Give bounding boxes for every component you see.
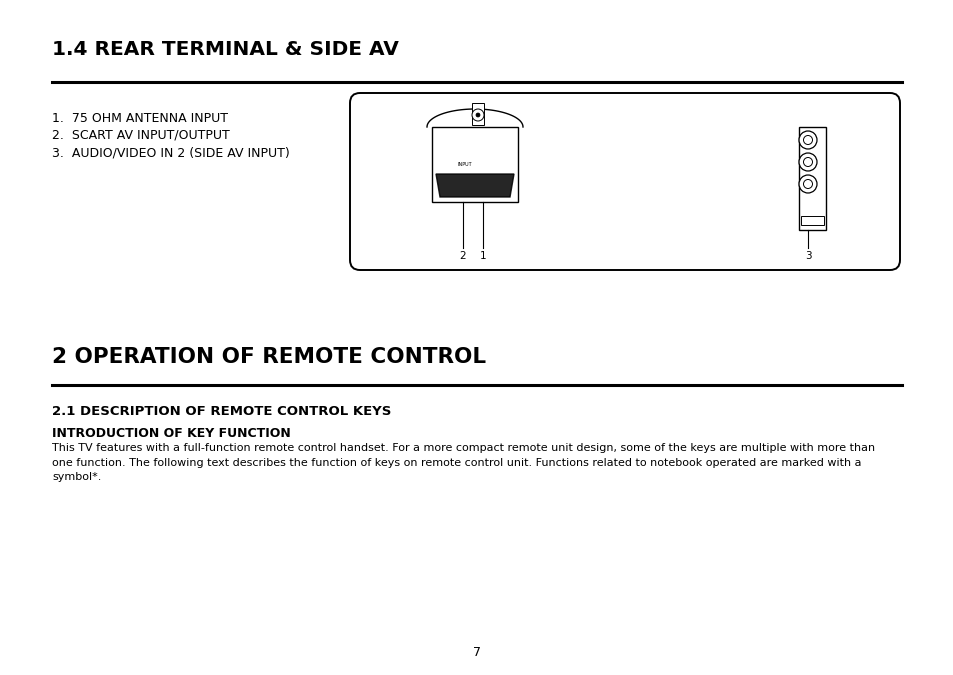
Text: INTRODUCTION OF KEY FUNCTION: INTRODUCTION OF KEY FUNCTION [52,427,291,440]
Bar [472,103,483,125]
Circle shape [799,131,816,149]
Text: one function. The following text describes the function of keys on remote contro: one function. The following text describ… [52,458,861,468]
FancyBboxPatch shape [350,93,899,270]
Circle shape [799,175,816,193]
Text: INPUT: INPUT [457,162,472,167]
Text: 1.  75 OHM ANTENNA INPUT: 1. 75 OHM ANTENNA INPUT [52,112,228,125]
Polygon shape [436,174,514,197]
Text: This TV features with a full-function remote control handset. For a more compact: This TV features with a full-function re… [52,443,874,453]
Text: 2 OPERATION OF REMOTE CONTROL: 2 OPERATION OF REMOTE CONTROL [52,347,486,367]
Bar [432,127,517,202]
Bar [799,127,825,230]
Text: 2: 2 [459,251,466,261]
Text: 1.4 REAR TERMINAL & SIDE AV: 1.4 REAR TERMINAL & SIDE AV [52,40,398,59]
Circle shape [799,153,816,171]
Circle shape [802,157,812,167]
Text: 2.  SCART AV INPUT/OUTPUT: 2. SCART AV INPUT/OUTPUT [52,129,230,142]
Text: 3.  AUDIO/VIDEO IN 2 (SIDE AV INPUT): 3. AUDIO/VIDEO IN 2 (SIDE AV INPUT) [52,146,290,159]
Text: 1: 1 [479,251,486,261]
Circle shape [802,136,812,144]
Text: 2.1 DESCRIPTION OF REMOTE CONTROL KEYS: 2.1 DESCRIPTION OF REMOTE CONTROL KEYS [52,405,391,418]
Text: 7: 7 [473,646,480,659]
Circle shape [802,180,812,188]
Circle shape [472,109,483,121]
Circle shape [476,113,479,117]
Text: 3: 3 [803,251,810,261]
Text: symbol*.: symbol*. [52,472,101,482]
Bar [801,216,823,225]
